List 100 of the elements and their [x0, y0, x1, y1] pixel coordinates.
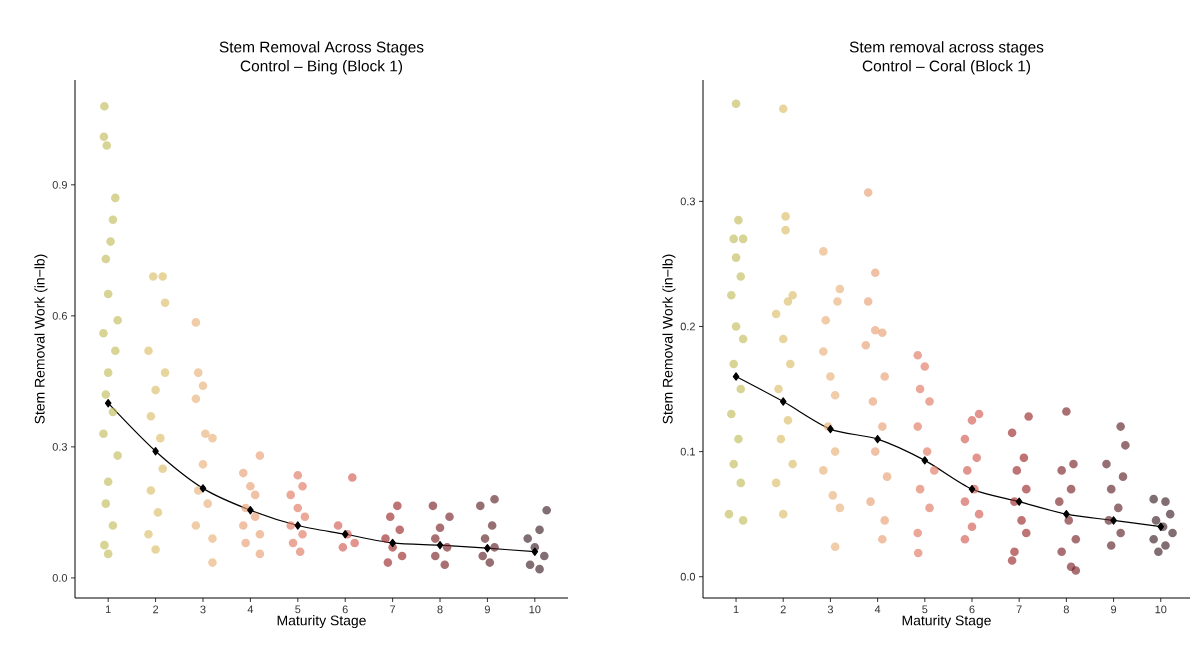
x-tick-label: 4 [247, 605, 254, 614]
point [191, 521, 201, 530]
x-axis-title: Maturity Stage [277, 615, 366, 629]
point [729, 234, 738, 244]
point [383, 558, 393, 567]
point [771, 309, 781, 319]
chart-title: Stem removal across stages [849, 41, 1044, 56]
point [113, 451, 122, 460]
point [525, 560, 535, 570]
point [826, 372, 835, 381]
point [913, 422, 923, 431]
point [442, 543, 452, 552]
x-tick-label: 7 [390, 605, 396, 614]
point [99, 429, 108, 439]
y-tick-label: 0.1 [680, 447, 695, 456]
point [478, 551, 487, 561]
point [144, 529, 153, 539]
x-tick-label: 1 [105, 605, 111, 614]
point [960, 534, 970, 544]
point [1063, 509, 1070, 519]
x-tick-label: 7 [1016, 605, 1022, 614]
point [929, 466, 939, 475]
point [476, 501, 485, 511]
point [158, 464, 167, 474]
point [238, 521, 248, 530]
point [878, 422, 887, 431]
point [397, 551, 407, 561]
point [778, 334, 788, 344]
point [962, 466, 972, 475]
x-tick-label: 3 [200, 605, 206, 614]
point [1024, 412, 1033, 421]
point [1064, 516, 1074, 525]
point [389, 538, 396, 548]
point [298, 529, 307, 539]
chart-subtitle: Control – Coral (Block 1) [862, 60, 1031, 75]
point [198, 460, 208, 469]
point [104, 399, 112, 408]
x-tick-label: 1 [733, 605, 739, 614]
point [1066, 484, 1076, 494]
point [863, 188, 873, 197]
point [144, 346, 153, 356]
x-tick-label: 6 [969, 605, 975, 614]
y-axis-title: Stem Removal Work (in−lb) [662, 254, 676, 424]
point [103, 289, 113, 299]
point [819, 466, 828, 475]
point [103, 477, 113, 487]
point [108, 215, 118, 225]
point [1055, 497, 1064, 506]
point [974, 409, 984, 419]
point [861, 340, 871, 350]
point [485, 558, 495, 567]
point [880, 516, 889, 525]
point [428, 501, 438, 511]
point [250, 512, 260, 522]
x-tick-label: 2 [153, 605, 159, 614]
point [1012, 466, 1022, 475]
y-tick-label: 0.6 [52, 311, 67, 320]
point [250, 490, 260, 500]
point [288, 538, 298, 548]
point [1015, 497, 1023, 506]
point [148, 272, 158, 281]
point [160, 298, 170, 308]
point [255, 451, 265, 460]
point [255, 549, 265, 559]
point [830, 542, 840, 551]
point [381, 534, 390, 543]
point [484, 544, 491, 553]
point [786, 359, 795, 369]
point [100, 540, 109, 550]
point [878, 534, 887, 544]
point [293, 503, 303, 513]
chart-subtitle: Control – Bing (Block 1) [240, 60, 403, 75]
point [870, 447, 880, 456]
point [246, 481, 255, 491]
point [1121, 441, 1130, 450]
point [880, 372, 889, 381]
x-tick-label: 5 [922, 605, 928, 614]
point [779, 397, 787, 406]
point [1149, 494, 1158, 504]
point [913, 528, 923, 538]
point [523, 534, 533, 543]
point [731, 253, 741, 262]
point [480, 534, 490, 543]
point [490, 543, 499, 552]
point [960, 434, 970, 444]
point [160, 368, 170, 377]
point [333, 521, 343, 530]
point [878, 328, 887, 338]
point [827, 424, 834, 434]
point [788, 290, 797, 300]
point [199, 484, 207, 493]
y-tick-label: 0.3 [52, 443, 67, 451]
point [863, 297, 873, 306]
x-tick-label: 8 [1063, 605, 1069, 614]
point [870, 325, 880, 335]
point [393, 501, 402, 511]
point [535, 564, 544, 574]
point [1118, 472, 1128, 481]
x-tick-label: 5 [295, 605, 301, 614]
point [193, 368, 203, 377]
